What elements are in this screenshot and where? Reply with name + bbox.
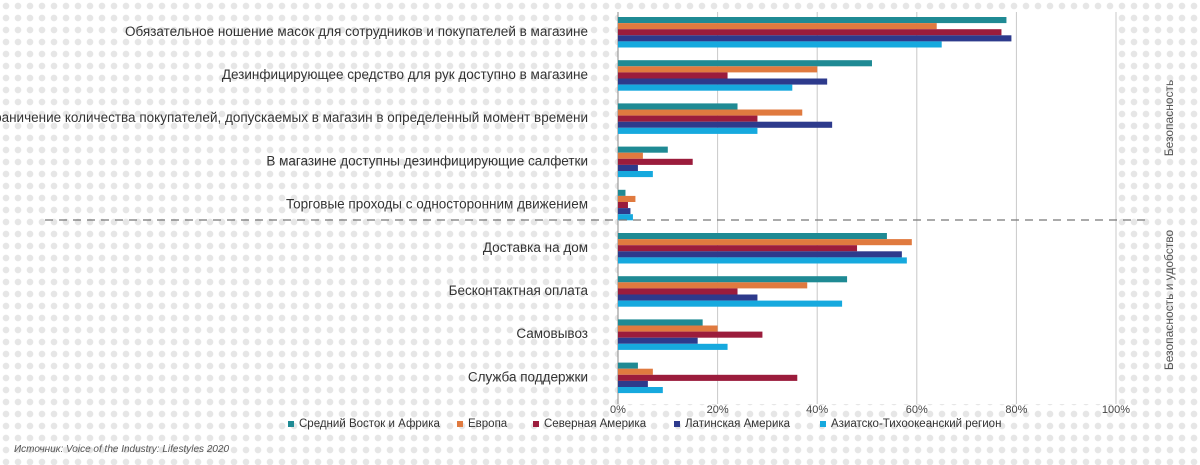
bar xyxy=(618,300,843,307)
category-label: Дезинфицирующее средство для рук доступн… xyxy=(222,67,588,82)
bar xyxy=(618,171,653,178)
bar xyxy=(618,60,872,67)
category-labels: Обязательное ношение масок для сотрудник… xyxy=(0,24,588,385)
bar xyxy=(618,29,1002,36)
legend-item: Европа xyxy=(468,418,508,430)
bar xyxy=(618,380,648,387)
bar xyxy=(618,331,763,338)
legend-swatch xyxy=(674,421,680,427)
bar xyxy=(618,282,808,289)
bar xyxy=(618,66,818,73)
category-label: Ограничение количества покупателей, допу… xyxy=(0,110,588,125)
bars xyxy=(618,17,1012,394)
bar xyxy=(618,121,833,128)
bar xyxy=(618,189,626,196)
x-axis-ticks: 0% 20% 40% 60% 80% 100% xyxy=(610,404,1130,416)
x-tick-label: 60% xyxy=(906,404,928,416)
bar xyxy=(618,387,663,394)
bar xyxy=(618,72,728,79)
bar xyxy=(618,257,907,264)
bar xyxy=(618,337,698,344)
category-label: Служба поддержки xyxy=(468,369,588,384)
group-labels: Безопасность Безопасность и удобство xyxy=(1162,80,1176,370)
category-label: Обязательное ношение масок для сотрудник… xyxy=(125,24,588,39)
legend: Средний Восток и Африка Европа Северная Ам… xyxy=(288,418,1001,430)
legend-swatch xyxy=(457,421,463,427)
bar xyxy=(618,362,638,369)
bar xyxy=(618,115,758,122)
bar xyxy=(618,288,738,295)
bar xyxy=(618,158,693,165)
bar xyxy=(618,78,828,85)
bar xyxy=(618,127,758,134)
category-label: Торговые проходы с односторонним движени… xyxy=(286,197,588,212)
x-tick-label: 20% xyxy=(707,404,729,416)
bar xyxy=(618,146,668,153)
group-label: Безопасность и удобство xyxy=(1162,230,1176,371)
legend-swatch xyxy=(533,421,539,427)
bar xyxy=(618,152,643,159)
bar xyxy=(618,343,728,350)
category-label: Бесконтактная оплата xyxy=(449,283,589,298)
bar xyxy=(618,202,628,209)
category-label: Доставка на дом xyxy=(483,240,588,255)
bar xyxy=(618,195,636,202)
bar xyxy=(618,214,633,221)
bar xyxy=(618,319,703,326)
bar xyxy=(618,276,848,283)
bar xyxy=(618,325,718,332)
bar xyxy=(618,35,1012,42)
x-tick-label: 40% xyxy=(806,404,828,416)
x-tick-label: 100% xyxy=(1102,404,1130,416)
bar xyxy=(618,239,912,246)
legend-item: Средний Восток и Африка xyxy=(299,418,441,430)
bar xyxy=(618,245,858,252)
legend-swatch xyxy=(288,421,294,427)
bar xyxy=(618,294,758,301)
legend-swatch xyxy=(820,421,826,427)
bar xyxy=(618,208,631,215)
bar xyxy=(618,103,738,110)
source-note: Источник: Voice of the Industry: Lifesty… xyxy=(14,444,229,455)
category-label: Самовывоз xyxy=(516,326,588,341)
bar xyxy=(618,41,942,48)
bar xyxy=(618,17,1007,24)
bar xyxy=(618,84,793,91)
legend-item: Северная Америка xyxy=(544,418,647,430)
x-tick-label: 80% xyxy=(1005,404,1027,416)
category-label: В магазине доступны дезинфицирующие салф… xyxy=(266,153,588,168)
legend-item: Латинская Америка xyxy=(685,418,791,430)
bar xyxy=(618,233,887,240)
bar xyxy=(618,164,638,171)
bar xyxy=(618,374,798,381)
bar xyxy=(618,251,902,258)
bar xyxy=(618,368,653,375)
bar xyxy=(618,23,937,30)
x-tick-label: 0% xyxy=(610,404,626,416)
group-label: Безопасность xyxy=(1162,80,1176,157)
legend-item: Азиатско-Тихоокеанский регион xyxy=(831,418,1001,430)
bar xyxy=(618,109,803,116)
